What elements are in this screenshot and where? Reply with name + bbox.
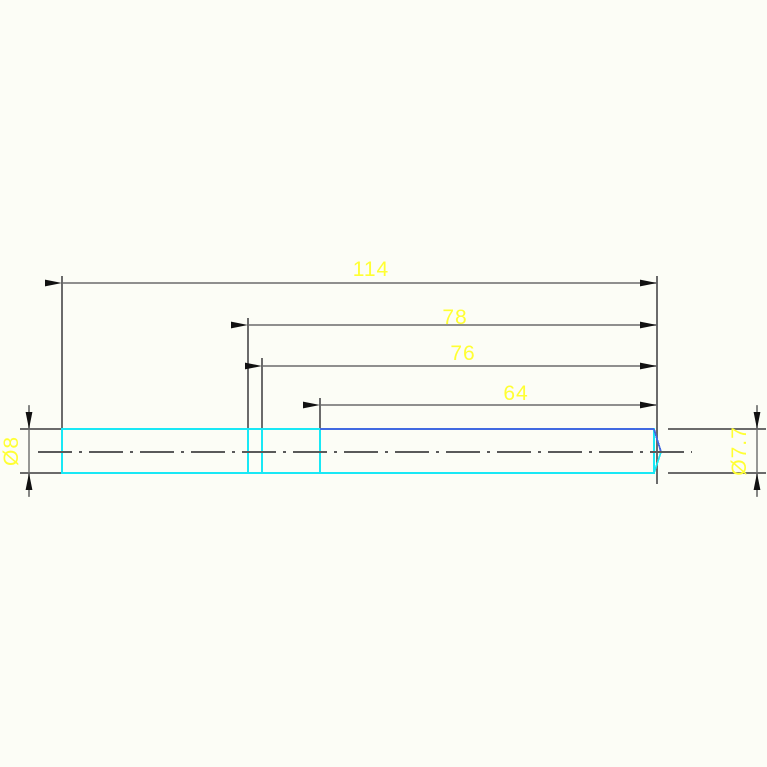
dimension-label-64: 64 [503, 382, 528, 405]
dimension-lines-group [45, 279, 657, 409]
dimension-label-76: 76 [450, 342, 475, 365]
diameter-dimension-lines-group [25, 405, 761, 497]
dimension-labels-group: 114 78 76 64 [353, 258, 528, 405]
dimension-label-78: 78 [442, 306, 467, 329]
diameter-label-7-7: Ø7.7 [728, 426, 751, 476]
part-profile-group [61, 428, 662, 474]
diameter-label-8: Ø8 [0, 436, 23, 466]
profile-chamfer-top [653, 428, 662, 453]
part-profile-blue-group [320, 428, 662, 453]
diameter-labels-group: Ø8 Ø7.7 [0, 426, 751, 476]
profile-chamfer-bottom [653, 451, 662, 474]
dimension-label-114: 114 [353, 258, 389, 281]
extension-lines-group [61, 276, 658, 484]
